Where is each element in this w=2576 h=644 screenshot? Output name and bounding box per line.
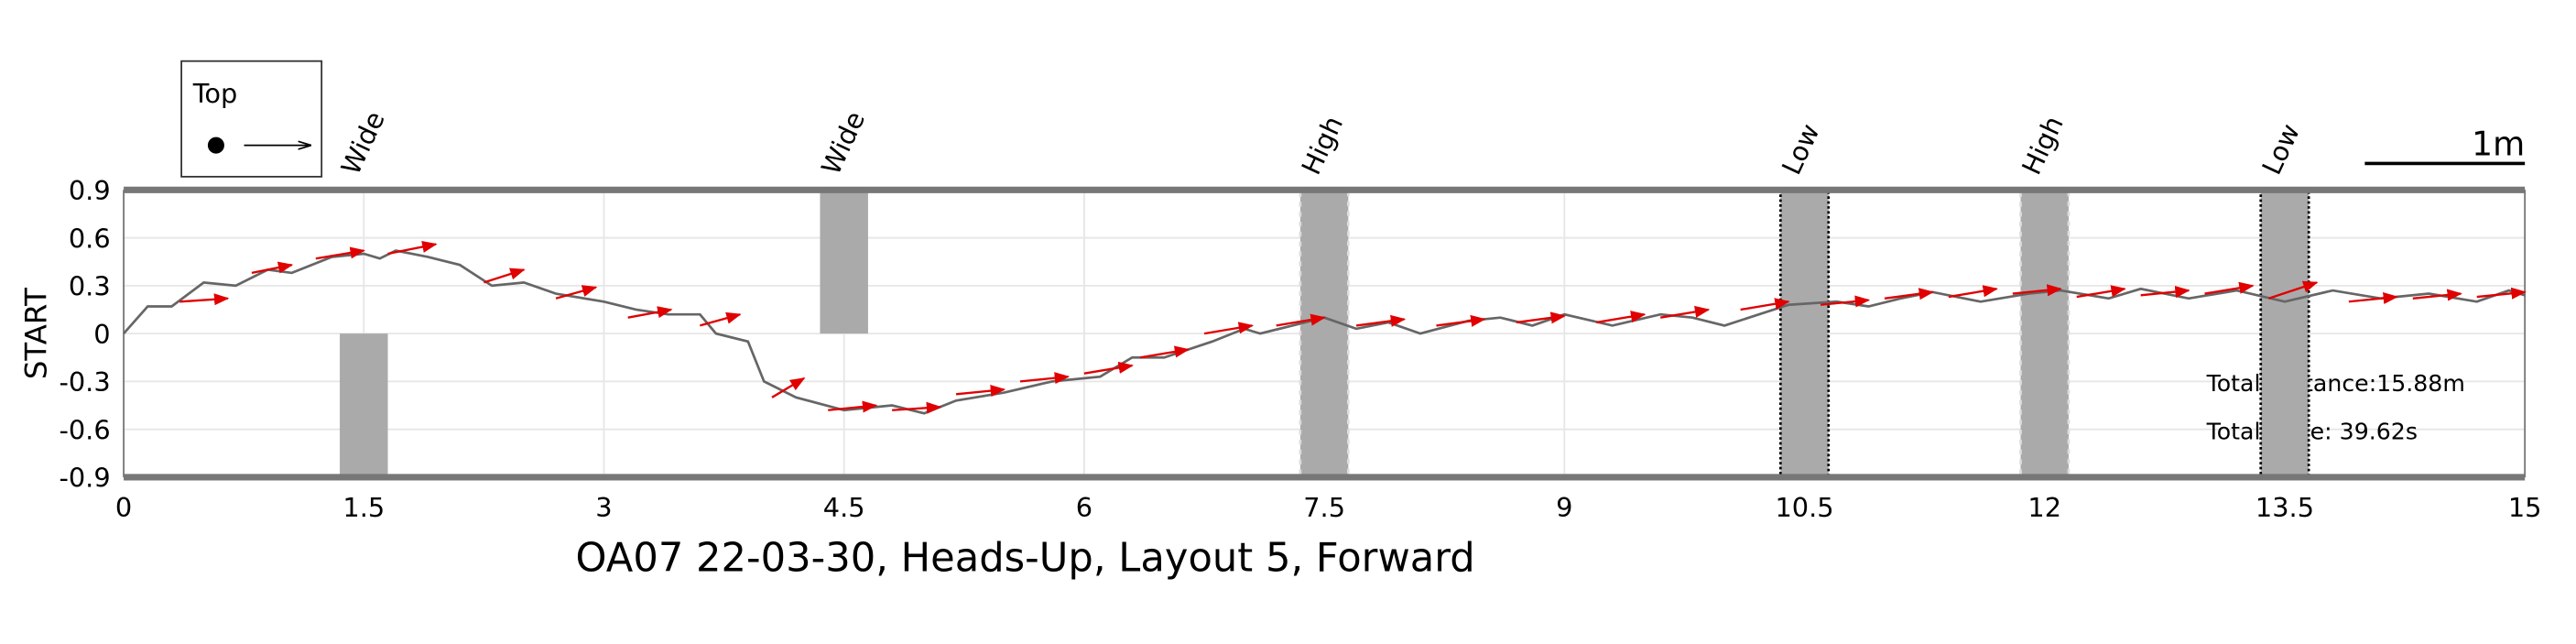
direction-arrow bbox=[387, 240, 438, 256]
x-tick-label: 15 bbox=[2508, 492, 2542, 523]
x-tick-label: 1.5 bbox=[342, 492, 385, 523]
direction-arrow bbox=[1203, 322, 1255, 335]
y-tick-label: 0.9 bbox=[69, 175, 111, 206]
y-tick-label: -0.3 bbox=[59, 366, 110, 398]
obstacle-label: Low bbox=[2255, 119, 2306, 180]
scale-bar-label: 1m bbox=[2472, 126, 2525, 163]
direction-arrow bbox=[828, 400, 878, 413]
obstacle-label: High bbox=[2016, 111, 2070, 179]
direction-arrow bbox=[2268, 280, 2319, 300]
direction-arrow bbox=[1948, 285, 1998, 299]
obstacle bbox=[820, 190, 868, 334]
annotation: Total Distance:15.88m bbox=[2206, 370, 2465, 397]
x-tick-label: 0 bbox=[115, 492, 132, 523]
x-tick-label: 10.5 bbox=[1775, 492, 1833, 523]
direction-arrow bbox=[251, 261, 294, 275]
direction-arrow bbox=[1276, 313, 1326, 327]
direction-arrow bbox=[315, 246, 365, 260]
legend: Top bbox=[180, 60, 323, 178]
chart-title: OA07 22-03-30, Heads-Up, Layout 5, Forwa… bbox=[576, 536, 1475, 582]
x-tick-label: 13.5 bbox=[2255, 492, 2314, 523]
direction-arrow bbox=[2012, 284, 2062, 297]
obstacle-label: Low bbox=[1776, 119, 1826, 180]
direction-arrow bbox=[2412, 289, 2462, 301]
direction-arrow bbox=[1436, 314, 1486, 327]
obstacle bbox=[2259, 188, 2310, 479]
direction-arrow bbox=[1596, 311, 1647, 324]
obstacle bbox=[340, 333, 388, 477]
obstacle bbox=[1299, 188, 1350, 479]
direction-arrow bbox=[1083, 361, 1134, 375]
x-tick-label: 12 bbox=[2027, 492, 2061, 523]
direction-arrow bbox=[1516, 311, 1566, 324]
direction-arrow bbox=[1660, 305, 1711, 319]
y-tick-label: 0 bbox=[93, 319, 110, 350]
direction-arrow bbox=[484, 267, 526, 284]
legend-title: Top bbox=[192, 78, 238, 109]
obstacle bbox=[2019, 188, 2071, 479]
obstacle-label: High bbox=[1295, 111, 1349, 179]
direction-arrow bbox=[955, 385, 1006, 398]
direction-arrow bbox=[179, 293, 230, 306]
direction-arrow bbox=[1355, 314, 1407, 327]
obstacle-label: Wide bbox=[335, 106, 391, 180]
x-tick-label: 9 bbox=[1556, 492, 1572, 523]
direction-arrow bbox=[2140, 286, 2190, 299]
direction-arrow bbox=[1019, 372, 1071, 385]
direction-arrow bbox=[2076, 285, 2126, 299]
direction-arrow bbox=[2348, 291, 2398, 305]
y-tick-label: -0.6 bbox=[59, 414, 110, 445]
direction-arrow bbox=[1820, 295, 1871, 308]
y-tick-label: 0.3 bbox=[69, 271, 111, 302]
annotation: Total Time: 39.62s bbox=[2206, 418, 2418, 444]
legend-box bbox=[180, 60, 323, 178]
direction-arrow bbox=[2476, 287, 2527, 300]
y-tick-label: 0.6 bbox=[69, 223, 111, 254]
y-tick-label: -0.9 bbox=[59, 463, 110, 494]
x-tick-label: 6 bbox=[1076, 492, 1092, 523]
direction-arrow bbox=[1884, 288, 1935, 300]
direction-arrow bbox=[892, 401, 942, 414]
legend-dot bbox=[207, 136, 224, 154]
obstacle-label: Wide bbox=[815, 106, 871, 180]
y-axis-label: START bbox=[18, 288, 53, 379]
direction-arrow bbox=[1740, 298, 1790, 311]
direction-arrow bbox=[700, 311, 742, 327]
direction-arrow bbox=[2204, 281, 2255, 295]
direction-arrow bbox=[1139, 345, 1190, 359]
direction-arrow bbox=[627, 306, 673, 319]
x-tick-label: 3 bbox=[595, 492, 612, 523]
direction-arrow bbox=[555, 285, 598, 300]
direction-arrow bbox=[771, 377, 806, 398]
obstacle bbox=[1778, 188, 1831, 479]
x-tick-label: 7.5 bbox=[1303, 492, 1345, 523]
x-tick-label: 4.5 bbox=[823, 492, 865, 523]
